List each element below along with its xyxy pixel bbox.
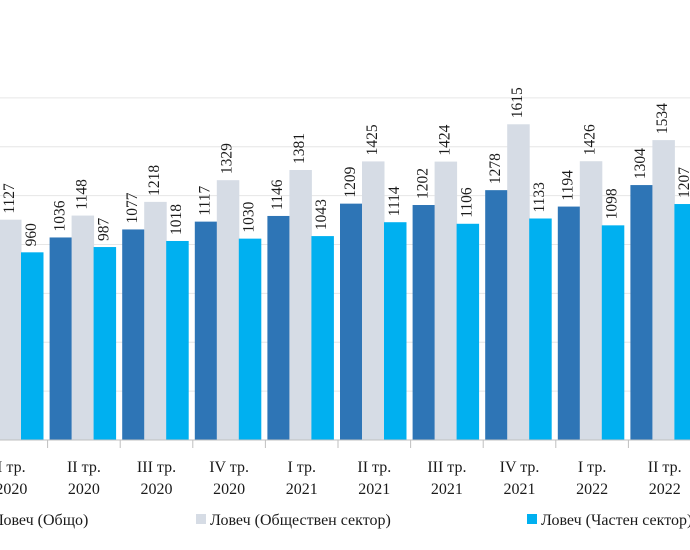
bar bbox=[412, 205, 436, 440]
data-label: 1146 bbox=[269, 179, 286, 210]
tick-label: 2021 bbox=[504, 481, 536, 498]
bar bbox=[601, 225, 625, 440]
bar bbox=[311, 236, 334, 440]
bar bbox=[529, 218, 552, 440]
data-label: 1036 bbox=[51, 200, 68, 231]
legend-label: Ловеч (Обществен сектор) bbox=[210, 512, 391, 529]
data-label: 1148 bbox=[73, 179, 90, 210]
tick-label: 2020 bbox=[141, 481, 173, 498]
tick-label: 2020 bbox=[68, 481, 100, 498]
data-label: 1030 bbox=[241, 201, 258, 232]
legend-label: Ловеч (Частен сектор) bbox=[541, 512, 690, 529]
data-label: 1114 bbox=[386, 186, 403, 216]
legend: Ловеч (Общо) Ловеч (Обществен сектор) Лове… bbox=[0, 512, 690, 529]
data-label: 1426 bbox=[582, 124, 599, 155]
tick-label: II тр. bbox=[648, 459, 682, 476]
tick-label: 2022 bbox=[576, 481, 608, 498]
bar bbox=[579, 161, 603, 441]
tick-label: I тр. bbox=[0, 459, 26, 476]
bar bbox=[674, 204, 690, 440]
data-label: 1207 bbox=[676, 167, 690, 198]
bar bbox=[630, 185, 653, 440]
legend-swatch bbox=[527, 514, 537, 524]
bar bbox=[144, 201, 167, 440]
bar bbox=[194, 221, 218, 440]
tick-label: 2021 bbox=[358, 481, 390, 498]
tick-label: IV тр. bbox=[209, 459, 249, 476]
bar bbox=[122, 229, 145, 440]
data-label: 1329 bbox=[219, 143, 236, 174]
data-label: 1106 bbox=[458, 187, 475, 218]
data-label: 1218 bbox=[146, 165, 163, 196]
legend-swatch bbox=[196, 514, 206, 524]
bar bbox=[289, 170, 312, 440]
tick-label: I тр. bbox=[578, 459, 607, 476]
data-label: 1133 bbox=[531, 182, 548, 213]
tick-label: III тр. bbox=[427, 459, 466, 476]
data-label: 1194 bbox=[560, 170, 577, 201]
tick-label: IV тр. bbox=[500, 459, 540, 476]
data-label: 1381 bbox=[291, 133, 308, 164]
bar bbox=[166, 240, 189, 440]
bar bbox=[384, 222, 407, 440]
data-label: 1615 bbox=[509, 87, 526, 118]
bar bbox=[21, 252, 44, 440]
data-label: 987 bbox=[95, 218, 112, 242]
tick-label: II тр. bbox=[357, 459, 391, 476]
bar bbox=[93, 247, 117, 440]
data-label: 1278 bbox=[487, 153, 504, 184]
data-label: 1202 bbox=[414, 168, 431, 199]
bar bbox=[456, 223, 480, 440]
data-label: 1098 bbox=[604, 188, 621, 219]
tick-label: II тр. bbox=[67, 459, 101, 476]
bar bbox=[340, 203, 363, 440]
data-label: 1209 bbox=[342, 166, 359, 197]
tick-label: 2020 bbox=[213, 481, 245, 498]
bar bbox=[216, 180, 240, 441]
tick-label: 2021 bbox=[286, 481, 318, 498]
bar bbox=[507, 124, 530, 440]
tick-label: 2020 bbox=[0, 481, 27, 498]
legend-label: Ловеч (Общо) bbox=[0, 512, 88, 529]
bar bbox=[652, 140, 675, 440]
data-label: 1425 bbox=[364, 124, 381, 155]
bar bbox=[485, 190, 508, 440]
bar bbox=[434, 161, 458, 440]
bar bbox=[238, 238, 262, 440]
data-label: 960 bbox=[23, 223, 40, 247]
bar bbox=[0, 219, 22, 440]
data-label: 1127 bbox=[1, 183, 18, 214]
bar bbox=[362, 161, 385, 440]
tick-label: 2022 bbox=[649, 481, 681, 498]
data-label: 1304 bbox=[632, 148, 649, 179]
data-label: 1424 bbox=[436, 124, 453, 155]
tick-label: I тр. bbox=[287, 459, 316, 476]
bar bbox=[49, 237, 73, 440]
bar bbox=[71, 215, 95, 440]
tick-label: III тр. bbox=[137, 459, 176, 476]
data-label: 1117 bbox=[197, 186, 214, 216]
data-label: 1077 bbox=[124, 192, 141, 223]
bars bbox=[0, 124, 690, 441]
bar bbox=[557, 206, 581, 440]
data-label: 1018 bbox=[168, 204, 185, 235]
tick-label: 2021 bbox=[431, 481, 463, 498]
bar bbox=[267, 215, 290, 440]
data-label: 1043 bbox=[313, 199, 330, 230]
data-labels: 1000103610771117114612091202127811941304… bbox=[1, 87, 690, 247]
data-label: 1534 bbox=[654, 103, 671, 134]
x-axis: I тр. 2020 II тр. 2020 III тр. 2020 IV тр. 2020… bbox=[0, 439, 690, 498]
